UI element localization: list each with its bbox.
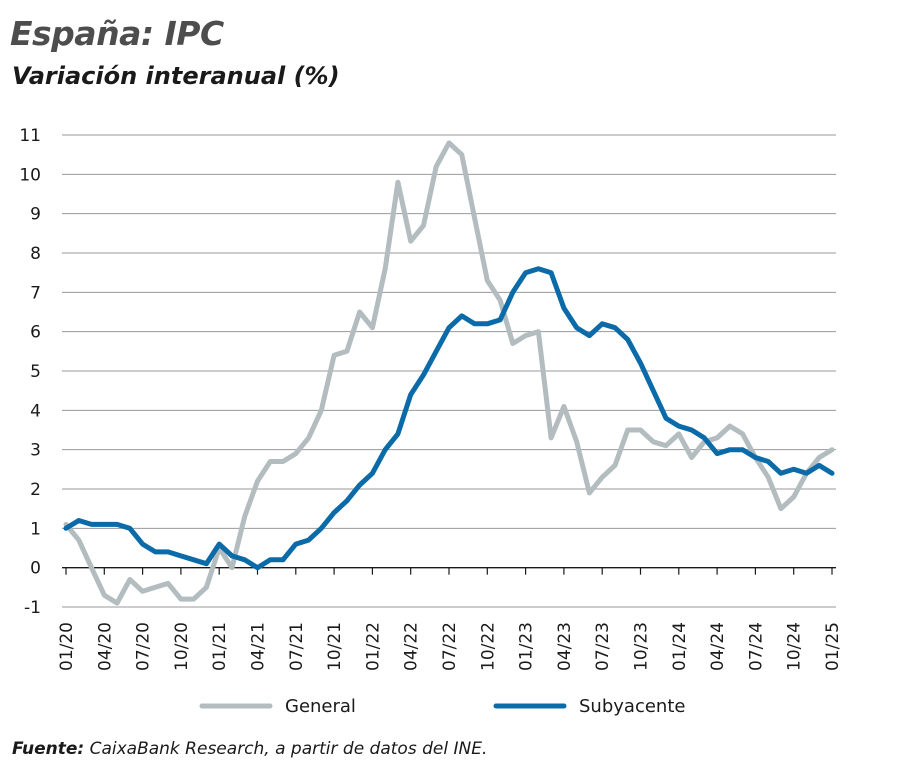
x-tick-label: 01/21 — [210, 622, 230, 671]
y-axis-ticks: -1 0 1 2 3 4 5 6 7 8 9 10 11 — [19, 126, 41, 618]
x-tick-label: 07/22 — [440, 622, 460, 671]
y-tick-label: 4 — [30, 401, 41, 421]
source-label: Fuente: — [12, 739, 85, 759]
x-axis-ticks: 01/20 04/20 07/20 10/20 01/21 04/21 07/21 10/21… — [57, 567, 843, 671]
y-tick-label: -1 — [24, 598, 41, 618]
x-tick-label: 07/24 — [746, 622, 766, 671]
x-tick-label: 10/24 — [785, 622, 805, 671]
x-tick-label: 07/21 — [287, 622, 307, 671]
x-tick-label: 10/20 — [172, 622, 192, 671]
source-note: Fuente: CaixaBank Research, a partir de … — [12, 739, 487, 759]
y-tick-label: 1 — [30, 519, 41, 539]
y-tick-label: 5 — [30, 362, 41, 382]
y-tick-label: 10 — [19, 165, 41, 185]
x-tick-label: 10/22 — [478, 622, 498, 671]
source-text: CaixaBank Research, a partir de datos de… — [84, 739, 488, 759]
x-tick-label: 10/23 — [632, 622, 652, 671]
y-tick-label: 7 — [30, 283, 41, 303]
legend-label-general: General — [285, 696, 356, 717]
series-line-general — [63, 140, 835, 606]
chart-title: España: IPC — [10, 14, 224, 53]
chart-subtitle: Variación interanual (%) — [12, 62, 340, 90]
y-tick-label: 3 — [30, 441, 41, 461]
x-tick-label: 04/21 — [249, 622, 269, 671]
y-tick-label: 0 — [30, 559, 41, 579]
x-tick-label: 01/23 — [517, 622, 537, 671]
y-tick-label: 11 — [19, 126, 41, 146]
y-tick-label: 2 — [30, 480, 41, 500]
x-tick-label: 01/24 — [670, 622, 690, 671]
x-tick-label: 04/20 — [95, 622, 115, 671]
grid-lines — [62, 134, 836, 608]
x-tick-label: 01/22 — [363, 622, 383, 671]
y-tick-label: 9 — [30, 205, 41, 225]
y-tick-label: 6 — [30, 323, 41, 343]
series-line-subyacente — [63, 266, 835, 571]
y-tick-label: 8 — [30, 244, 41, 264]
legend-label-subyacente: Subyacente — [579, 696, 685, 717]
x-tick-label: 04/24 — [708, 622, 728, 671]
x-tick-label: 07/23 — [593, 622, 613, 671]
x-tick-label: 04/23 — [555, 622, 575, 671]
legend: General Subyacente — [199, 696, 685, 717]
x-tick-label: 10/21 — [325, 622, 345, 671]
x-tick-label: 01/25 — [823, 622, 843, 671]
x-tick-label: 07/20 — [134, 622, 154, 671]
x-tick-label: 01/20 — [57, 622, 77, 671]
series-lines — [63, 140, 835, 606]
x-tick-label: 04/22 — [402, 622, 422, 671]
